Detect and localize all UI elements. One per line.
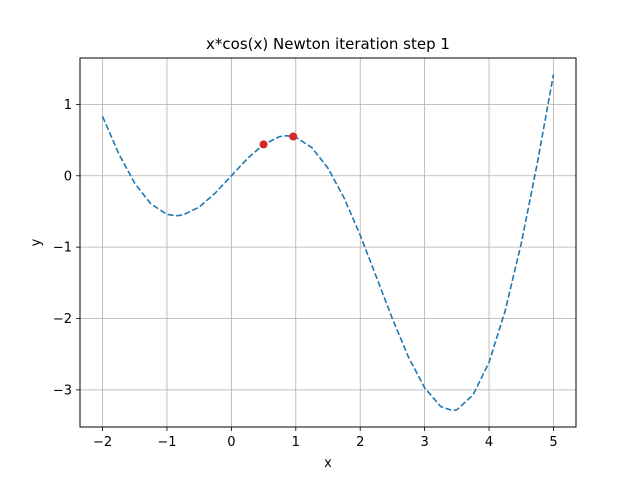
x-tick-label: 1 (292, 435, 300, 450)
iteration-point (289, 132, 298, 141)
x-tick-label: 0 (227, 435, 235, 450)
y-axis-label: y (29, 238, 44, 246)
x-tick-label: 2 (356, 435, 364, 450)
x-axis-label: x (324, 456, 332, 471)
y-tick-label: 0 (64, 169, 72, 184)
series-line (101, 74, 555, 412)
y-tick-label: −2 (53, 312, 72, 327)
plot-frame (79, 57, 577, 428)
x-tick-label: −2 (93, 435, 112, 450)
x-tick-label: −1 (157, 435, 176, 450)
grid-lines (80, 58, 576, 427)
iteration-points (259, 132, 298, 149)
y-tick-label: −1 (53, 241, 72, 256)
y-tick-label: −3 (53, 383, 72, 398)
x-tick-label: 4 (485, 435, 493, 450)
series-lines (101, 74, 555, 412)
x-tick-label: 5 (549, 435, 557, 450)
chart-title: x*cos(x) Newton iteration step 1 (206, 35, 450, 53)
x-tick-label: 3 (420, 435, 428, 450)
iteration-point (259, 140, 268, 149)
y-tick-label: 1 (64, 98, 72, 113)
axis-ticks: −2 −1 0 1 2 3 4 5 −3 −2 −1 0 1 (53, 98, 558, 450)
